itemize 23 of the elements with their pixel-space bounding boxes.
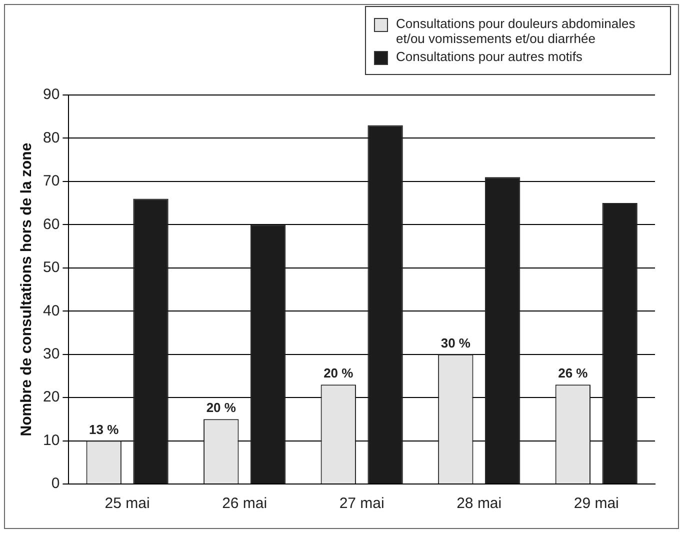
x-tick-label: 26 mai — [222, 495, 268, 512]
y-tick-label: 40 — [42, 302, 60, 320]
y-tick-label: 20 — [42, 388, 60, 406]
annotation: 13 % — [89, 422, 120, 437]
y-tick-label: 10 — [42, 432, 60, 449]
legend-label: Consultations pour douleurs abdominales et/ou vomissements et/ou diarrhée — [396, 16, 636, 46]
y-axis-title: Nombre de consultations hors de la zone — [18, 142, 36, 436]
y-tick-label: 60 — [42, 216, 60, 233]
annotation: 26 % — [558, 366, 588, 381]
x-tick-label: 28 mai — [456, 495, 502, 512]
x-tick-label: 27 mai — [339, 495, 384, 512]
x-tick-label: 25 mai — [104, 495, 150, 512]
y-tick-label: 80 — [42, 129, 60, 146]
annotation: 30 % — [440, 335, 471, 350]
x-tick-label: 29 mai — [574, 495, 619, 512]
legend-label: Consultations pour autres motifs — [396, 49, 582, 64]
y-tick-label: 70 — [42, 172, 60, 190]
annotation: 20 % — [206, 400, 236, 416]
y-tick-label: 50 — [42, 259, 60, 276]
y-tick-label: 30 — [42, 345, 60, 362]
y-tick-label: 90 — [42, 86, 60, 104]
annotation: 20 % — [324, 366, 354, 381]
y-tick-label: 0 — [51, 475, 60, 492]
